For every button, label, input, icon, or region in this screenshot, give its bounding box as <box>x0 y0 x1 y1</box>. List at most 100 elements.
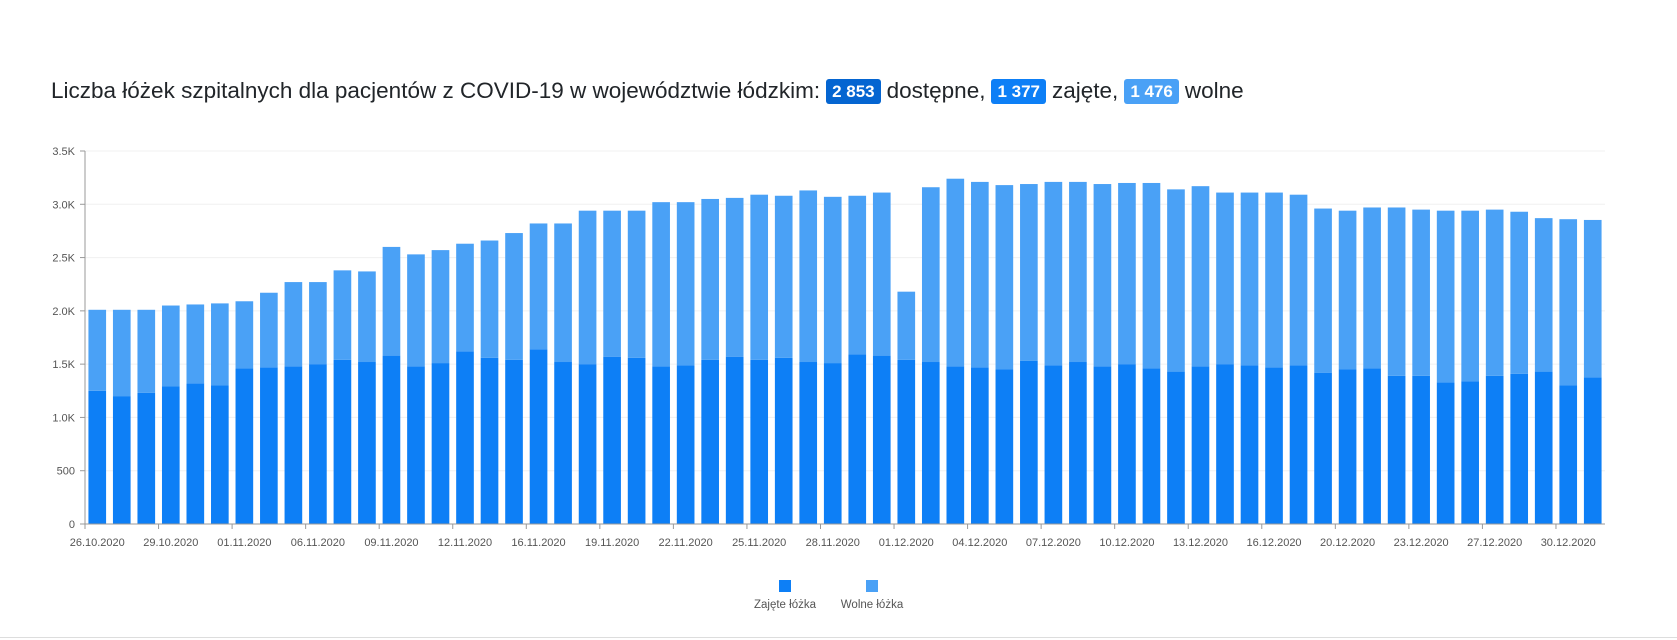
y-tick-label: 3.0K <box>52 199 75 211</box>
bar-free <box>1069 181 1087 363</box>
legend-label: Wolne łóżka <box>841 599 904 611</box>
bar-free <box>971 181 989 368</box>
bar-free <box>1142 182 1161 369</box>
bar-free <box>995 185 1014 370</box>
bar-occupied <box>137 392 156 524</box>
bar-occupied <box>1363 368 1381 524</box>
bar-free <box>1363 207 1381 369</box>
x-tick-label: 06.11.2020 <box>291 537 345 549</box>
bar-free <box>1118 182 1136 365</box>
x-tick-label: 29.10.2020 <box>143 537 198 549</box>
bar-occupied <box>505 359 523 524</box>
bar-free <box>1265 192 1283 368</box>
bar-free <box>1093 184 1112 367</box>
bar-occupied <box>971 367 989 524</box>
chart-title: Liczba łóżek szpitalnych dla pacjentów z… <box>51 78 1250 104</box>
bar-free <box>1191 186 1210 367</box>
bar-free <box>456 243 474 352</box>
x-tick-label: 09.11.2020 <box>364 537 418 549</box>
bar-occupied <box>1069 362 1087 524</box>
bar-free <box>848 195 867 355</box>
bar-occupied <box>358 362 376 524</box>
bar-occupied <box>284 366 303 524</box>
bar-occupied <box>431 363 450 524</box>
bar-occupied <box>1191 366 1210 524</box>
x-tick-label: 04.12.2020 <box>952 537 1007 549</box>
x-tick-label: 27.12.2020 <box>1467 537 1522 549</box>
legend-label: Zajęte łóżka <box>754 599 817 611</box>
bar-free <box>774 195 793 358</box>
bar-free <box>1289 194 1308 366</box>
legend-swatch <box>866 580 878 592</box>
bar-free <box>309 282 327 365</box>
bar-occupied <box>382 355 401 524</box>
bar-occupied <box>407 366 425 524</box>
x-tick-label: 26.10.2020 <box>70 537 125 549</box>
bar-occupied <box>725 356 744 524</box>
bar-free <box>1510 211 1529 374</box>
x-tick-label: 19.11.2020 <box>585 537 639 549</box>
bar-free <box>505 233 523 360</box>
bar-occupied <box>676 365 695 524</box>
bar-occupied <box>529 349 548 524</box>
y-tick-label: 3.5K <box>52 146 75 158</box>
bar-free <box>946 178 965 367</box>
bar-free <box>1559 219 1578 386</box>
x-tick-label: 23.12.2020 <box>1394 537 1449 549</box>
bar-occupied <box>774 357 793 524</box>
bar-occupied <box>921 362 940 524</box>
bar-free <box>480 240 499 358</box>
bar-occupied <box>186 383 205 524</box>
x-tick-label: 16.12.2020 <box>1247 537 1302 549</box>
x-tick-label: 30.12.2020 <box>1541 537 1596 549</box>
bar-free <box>750 194 769 360</box>
bar-occupied <box>1265 367 1283 524</box>
bar-occupied <box>750 359 769 524</box>
y-tick-label: 1.0K <box>52 412 75 424</box>
bar-occupied <box>112 396 131 524</box>
bar-free <box>725 197 744 357</box>
bar-free <box>652 202 670 367</box>
bar-free <box>1436 210 1455 383</box>
x-tick-label: 22.11.2020 <box>659 537 713 549</box>
available-beds-badge: 2 853 <box>826 78 881 104</box>
bar-occupied <box>88 390 107 524</box>
bar-free <box>1583 219 1602 378</box>
bar-free <box>676 202 695 366</box>
y-tick-label: 0 <box>69 519 75 531</box>
bar-occupied <box>578 364 597 524</box>
bar-occupied <box>1167 371 1185 524</box>
bar-free <box>603 210 621 357</box>
x-tick-label: 01.12.2020 <box>879 537 934 549</box>
bar-free <box>235 301 254 369</box>
bar-free <box>897 291 916 360</box>
bar-occupied <box>701 359 719 524</box>
available-label: dostępne, <box>886 78 986 103</box>
bar-occupied <box>872 355 891 524</box>
bar-free <box>1461 210 1479 382</box>
bottom-divider <box>0 637 1677 638</box>
bar-free <box>1314 208 1332 373</box>
bar-occupied <box>456 351 474 524</box>
bar-free <box>701 198 719 360</box>
bar-free <box>799 190 818 363</box>
y-tick-label: 2.0K <box>52 306 75 318</box>
bar-occupied <box>211 385 229 524</box>
bar-occupied <box>260 367 278 524</box>
bar-occupied <box>995 369 1014 524</box>
bar-occupied <box>627 357 646 524</box>
bar-occupied <box>309 364 327 524</box>
bar-occupied <box>1559 385 1578 524</box>
bar-occupied <box>603 356 621 524</box>
bar-free <box>627 210 646 358</box>
bar-free <box>137 309 156 393</box>
bar-free <box>1240 192 1259 366</box>
bar-free <box>578 210 597 365</box>
bar-occupied <box>946 366 965 524</box>
bar-occupied <box>1240 365 1259 524</box>
bar-free <box>1338 210 1357 370</box>
bar-occupied <box>1510 373 1529 524</box>
bar-occupied <box>897 359 916 524</box>
bar-free <box>921 187 940 363</box>
